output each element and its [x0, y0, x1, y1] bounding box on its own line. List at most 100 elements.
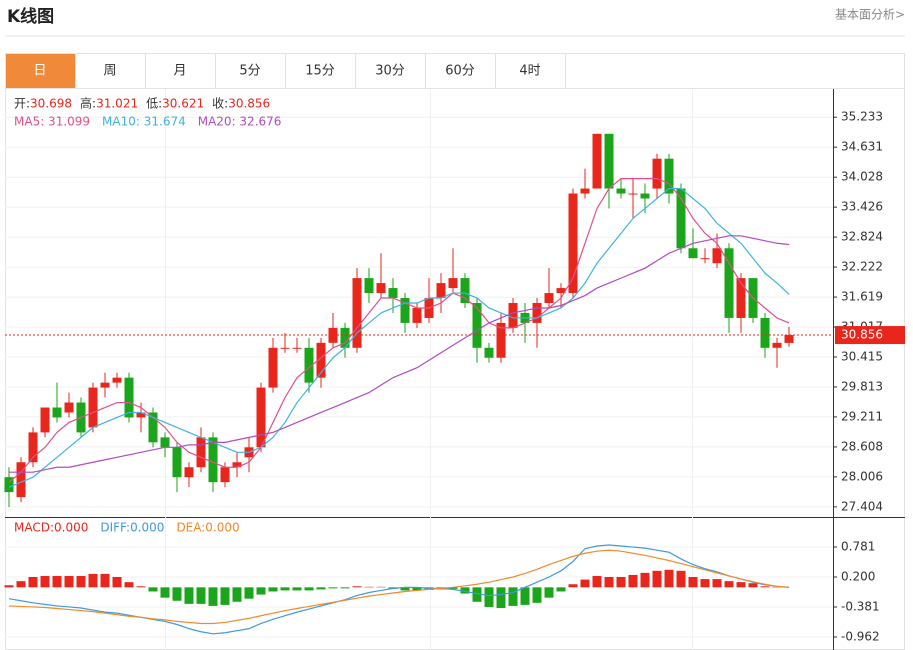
- macd-bar: [112, 577, 122, 588]
- macd-bar: [520, 587, 530, 605]
- candle-body: [556, 288, 566, 294]
- candle-body: [292, 347, 302, 349]
- macd-legend: DIFF:0.000: [100, 521, 164, 535]
- candle-body: [388, 288, 398, 299]
- ohlc-label: 收:: [212, 97, 228, 111]
- macd-bar: [256, 587, 266, 595]
- ohlc-value: 31.021: [96, 97, 138, 111]
- candle-body: [724, 248, 734, 318]
- macd-bar: [616, 577, 626, 588]
- macd-bar: [196, 587, 206, 604]
- macd-bar: [568, 584, 578, 588]
- candle-body: [172, 447, 182, 478]
- macd-bar: [376, 586, 386, 588]
- y-tick-label: 0.200: [841, 570, 875, 584]
- candle-body: [232, 462, 242, 468]
- ohlc-value: 30.698: [30, 97, 72, 111]
- candle-body: [208, 437, 218, 483]
- chart-frame: [5, 53, 905, 650]
- macd-bar: [592, 575, 602, 588]
- tab-background[interactable]: [495, 53, 566, 89]
- candle-body: [592, 133, 602, 189]
- y-tick-label: 32.824: [841, 230, 883, 244]
- candle-body: [316, 342, 326, 378]
- candle-body: [112, 377, 122, 383]
- candle-body: [412, 307, 422, 323]
- candle-body: [64, 402, 74, 413]
- candle-body: [376, 283, 386, 294]
- candle-body: [544, 293, 554, 304]
- indicator-line: [8, 549, 790, 625]
- y-tick-label: 27.404: [841, 499, 883, 513]
- y-tick-label: 29.211: [841, 409, 883, 423]
- macd-bar: [76, 575, 86, 588]
- tab-background[interactable]: [145, 53, 216, 89]
- macd-bar: [160, 587, 170, 598]
- tab-label[interactable]: 5分: [239, 64, 260, 79]
- macd-bar: [484, 587, 494, 607]
- candle-body: [580, 188, 590, 194]
- macd-bar: [40, 575, 50, 588]
- tab-label[interactable]: 30分: [375, 64, 405, 79]
- macd-bar: [496, 587, 506, 608]
- tab-label[interactable]: 月: [173, 64, 186, 79]
- candle-body: [304, 347, 314, 383]
- macd-bar: [244, 587, 254, 599]
- macd-bar: [724, 581, 734, 588]
- tab-label[interactable]: 周: [103, 64, 116, 79]
- tab-label[interactable]: 15分: [305, 64, 335, 79]
- candle-body: [100, 382, 110, 388]
- macd-bar: [508, 587, 518, 606]
- candle-body: [340, 327, 350, 348]
- candle-body: [88, 387, 98, 428]
- tab-background[interactable]: [285, 53, 356, 89]
- candle-body: [472, 303, 482, 348]
- candle-body: [148, 412, 158, 443]
- macd-bar: [664, 569, 674, 588]
- candle-body: [196, 437, 206, 468]
- candle-body: [700, 258, 710, 260]
- tab-background[interactable]: [355, 53, 426, 89]
- y-tick-label: 28.608: [841, 439, 883, 453]
- y-tick-label: 35.233: [841, 110, 883, 124]
- macd-bar: [304, 587, 314, 591]
- candle-body: [772, 342, 782, 348]
- macd-bar: [52, 575, 62, 588]
- indicator-line: [8, 177, 790, 483]
- macd-bar: [604, 577, 614, 588]
- macd-bar: [172, 587, 182, 601]
- macd-bar: [292, 587, 302, 591]
- candle-body: [496, 322, 506, 358]
- tab-background[interactable]: [215, 53, 286, 89]
- candle-body: [712, 248, 722, 264]
- candle-body: [28, 432, 38, 463]
- macd-bar: [316, 587, 326, 590]
- tab-background[interactable]: [75, 53, 146, 89]
- ma-legend: MA5: 31.099: [14, 115, 90, 129]
- y-tick-label: 30.415: [841, 349, 883, 363]
- candle-body: [640, 193, 650, 199]
- macd-bar: [532, 587, 542, 603]
- candle-body: [688, 248, 698, 259]
- macd-bar: [676, 570, 686, 588]
- macd-bar: [16, 581, 26, 588]
- macd-bar: [268, 587, 278, 592]
- tab-label[interactable]: 日: [33, 64, 46, 79]
- candle-body: [508, 303, 518, 328]
- ohlc-value: 30.621: [162, 97, 204, 111]
- indicator-line: [8, 187, 790, 488]
- tab-label[interactable]: 4时: [519, 64, 540, 79]
- candle-body: [568, 193, 578, 294]
- macd-bar: [748, 583, 758, 588]
- candle-body: [268, 347, 278, 388]
- macd-bar: [460, 587, 470, 594]
- fundamental-link[interactable]: 基本面分析>: [835, 8, 905, 22]
- candle-body: [436, 283, 446, 299]
- macd-bar: [352, 586, 362, 588]
- macd-bar: [148, 587, 158, 592]
- macd-bar: [736, 582, 746, 588]
- candle-body: [628, 193, 638, 195]
- tab-label[interactable]: 60分: [445, 64, 475, 79]
- tab-background[interactable]: [5, 53, 76, 89]
